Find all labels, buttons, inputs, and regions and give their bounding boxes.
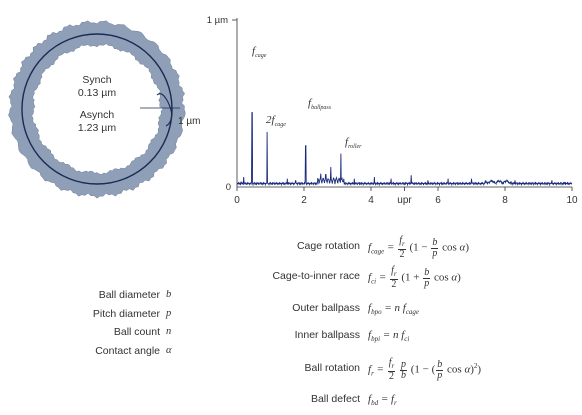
orbit-plot: Synch 0.13 µm Asynch 1.23 µm 1 µm (8, 20, 200, 199)
formula-label: Ball rotation (304, 362, 360, 374)
x-tick-label: upr (397, 195, 412, 206)
formula-expression: fbpo = n fcage (368, 302, 420, 317)
orbit-scale-label: 1 µm (178, 116, 200, 127)
spectrum-trace (236, 112, 573, 187)
peak-label-2cage: 2fcage (266, 114, 286, 128)
legend-symbol: α (166, 345, 172, 356)
orbit-trace (156, 93, 173, 127)
x-ticks: 0 2 4 upr 6 8 10 (234, 187, 578, 206)
formula-label: Inner ballpass (294, 329, 360, 341)
formula-label: Cage rotation (296, 240, 360, 252)
formula-label: Ball defect (310, 393, 360, 405)
peak-label-roller: froller (345, 136, 362, 150)
legend-label: Ball count (113, 326, 160, 338)
spectrum-plot: 1 µm 0 0 2 4 upr 6 8 10 fcage 2fcage fballpass… (207, 15, 578, 206)
x-tick-label: 6 (435, 195, 441, 206)
synch-value: 0.13 µm (78, 87, 116, 99)
peak-label-cage: fcage (252, 45, 267, 59)
legend-symbol: p (166, 308, 172, 319)
synch-label: Synch (82, 74, 111, 86)
formula-outer-ballpass: Outer ballpass fbpo = n fcage (210, 302, 580, 318)
formula-expression: fbpi = n fci (368, 329, 410, 344)
legend-label: Pitch diameter (92, 308, 160, 320)
legend-symbol: b (166, 289, 172, 300)
x-tick-label: 0 (234, 195, 240, 206)
y-zero-label: 0 (226, 182, 231, 193)
x-tick-label: 8 (502, 195, 508, 206)
formula-expression: fbd = fr (368, 393, 397, 408)
x-tick-label: 2 (301, 195, 307, 206)
legend-symbol: n (166, 326, 172, 337)
asynch-value: 1.23 µm (78, 122, 116, 134)
legend-label: Contact angle (95, 345, 160, 357)
orbit-circle (21, 33, 173, 185)
peak-label-ballpass: fballpass (308, 97, 332, 111)
formula-label: Cage-to-inner race (272, 270, 360, 282)
legend-label: Ball diameter (98, 289, 160, 301)
asynch-label: Asynch (80, 109, 115, 121)
formula-inner-ballpass: Inner ballpass fbpi = n fci (210, 329, 580, 345)
x-tick-label: 4 (368, 195, 374, 206)
y-top-label: 1 µm (207, 15, 228, 26)
formula-ball-defect: Ball defect fbd = fr (210, 393, 580, 409)
x-tick-label: 10 (566, 195, 578, 206)
formula-label: Outer ballpass (292, 302, 360, 314)
